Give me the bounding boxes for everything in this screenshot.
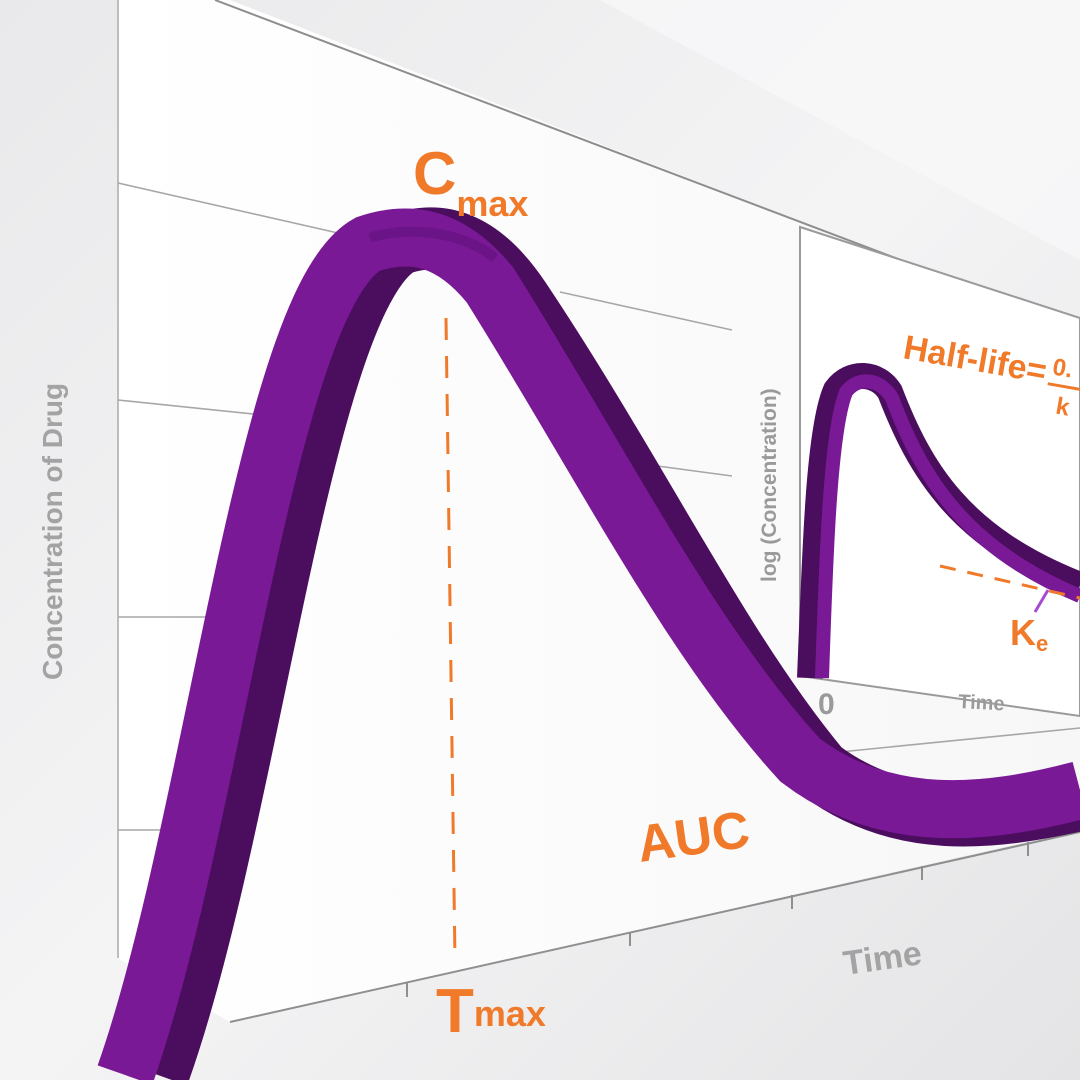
elimination-slope-line — [939, 564, 1080, 600]
elimination-label-sub: e — [1036, 631, 1048, 656]
tmax-label: Tmax — [436, 977, 546, 1046]
background-highlight — [600, 0, 1080, 260]
elimination-pointer — [1033, 589, 1050, 613]
cmax-label-sub: max — [456, 183, 528, 224]
main-y-axis-label: Concentration of Drug — [37, 383, 68, 680]
inset-concentration-curve — [797, 363, 1080, 679]
cmax-label: Cmax — [413, 140, 528, 224]
curve-top-highlight — [368, 226, 499, 262]
main-x-axis — [229, 831, 1080, 1023]
tmax-label-main: T — [436, 977, 474, 1046]
half-life-fraction-bar — [1047, 382, 1080, 393]
half-life-numerator: 0. — [1050, 354, 1074, 384]
cmax-label-main: C — [413, 140, 456, 207]
tmax-label-sub: max — [474, 993, 546, 1034]
main-x-ticks — [406, 842, 1029, 997]
half-life-denominator: k — [1054, 393, 1072, 422]
inset-origin-label: 0 — [818, 688, 835, 721]
elimination-label-main: K — [1010, 612, 1036, 653]
inset-x-axis-label: Time — [958, 691, 1005, 715]
curve-front-band — [97, 208, 1080, 1080]
elimination-constant-label: Ke — [1010, 612, 1048, 656]
main-concentration-curve — [97, 207, 1080, 1080]
inset-y-axis-label: log (Concentration) — [758, 388, 781, 582]
tmax-dashed-line — [444, 317, 457, 961]
